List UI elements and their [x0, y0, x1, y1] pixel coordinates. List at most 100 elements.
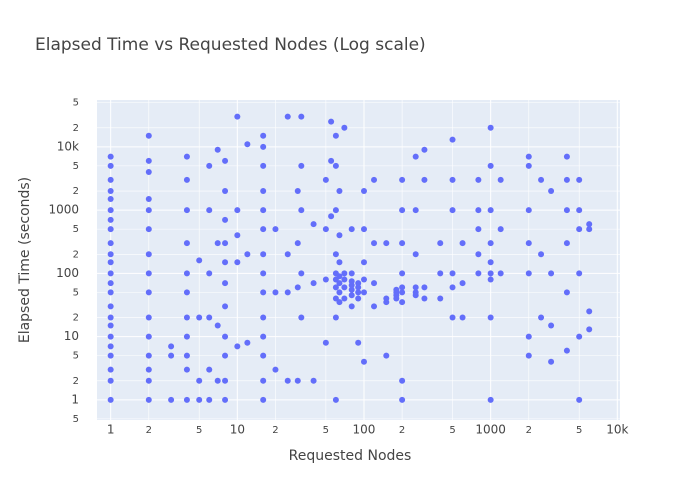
point: [328, 213, 335, 220]
point: [234, 113, 241, 120]
point: [399, 396, 406, 403]
points: [107, 113, 593, 403]
point: [393, 295, 400, 302]
point: [576, 270, 583, 277]
point: [412, 251, 419, 258]
point: [196, 314, 203, 321]
point: [497, 270, 504, 277]
point: [525, 270, 532, 277]
x-tick-label: 5: [323, 425, 329, 436]
point: [284, 251, 291, 258]
point: [475, 207, 482, 214]
point: [222, 352, 229, 359]
point: [371, 176, 378, 183]
y-tick-label: 10: [64, 329, 79, 343]
x-tick-label: 5: [196, 425, 202, 436]
point: [548, 322, 555, 329]
point: [487, 259, 494, 266]
point: [336, 299, 343, 306]
point: [196, 396, 203, 403]
point: [563, 153, 570, 160]
point: [298, 314, 305, 321]
point: [322, 276, 329, 283]
point: [183, 366, 190, 373]
point: [548, 358, 555, 365]
point: [437, 270, 444, 277]
point: [332, 207, 339, 214]
point: [145, 251, 152, 258]
point: [298, 113, 305, 120]
point: [107, 240, 114, 247]
point: [183, 270, 190, 277]
point: [294, 284, 301, 291]
x-tick-label: 1: [107, 423, 115, 437]
point: [183, 176, 190, 183]
x-tick-label: 2: [526, 425, 532, 436]
point: [183, 333, 190, 340]
point: [475, 270, 482, 277]
point: [399, 289, 406, 296]
point: [525, 162, 532, 169]
point: [107, 270, 114, 277]
point: [260, 162, 267, 169]
point: [260, 352, 267, 359]
point: [399, 377, 406, 384]
point: [214, 322, 221, 329]
point: [183, 314, 190, 321]
point: [355, 284, 362, 291]
point: [525, 240, 532, 247]
point: [336, 273, 343, 280]
point: [348, 278, 355, 285]
point: [525, 352, 532, 359]
y-tick-label: 5: [73, 414, 79, 425]
point: [538, 314, 545, 321]
point: [459, 314, 466, 321]
point: [399, 299, 406, 306]
point: [576, 176, 583, 183]
y-tick-label: 100: [56, 266, 79, 280]
point: [145, 270, 152, 277]
x-tick-label: 2: [272, 425, 278, 436]
point: [383, 352, 390, 359]
x-tick-label: 2: [146, 425, 152, 436]
y-tick-label: 2: [73, 376, 79, 387]
point: [449, 314, 456, 321]
point: [244, 141, 251, 148]
point: [332, 162, 339, 169]
point: [563, 289, 570, 296]
point: [107, 207, 114, 214]
point: [260, 207, 267, 214]
point: [206, 162, 213, 169]
point: [449, 207, 456, 214]
point: [222, 396, 229, 403]
point: [244, 339, 251, 346]
y-tick-label: 2: [73, 186, 79, 197]
point: [399, 270, 406, 277]
x-tick-label: 5: [449, 425, 455, 436]
point: [328, 157, 335, 164]
point: [487, 396, 494, 403]
point: [145, 226, 152, 233]
point: [107, 280, 114, 287]
point: [449, 136, 456, 143]
point: [244, 251, 251, 258]
point: [399, 176, 406, 183]
point: [355, 295, 362, 302]
point: [234, 207, 241, 214]
y-tick-label: 1000: [48, 203, 79, 217]
point: [260, 270, 267, 277]
point: [332, 132, 339, 139]
point: [576, 226, 583, 233]
point: [107, 352, 114, 359]
point: [107, 343, 114, 350]
point: [341, 295, 348, 302]
point: [586, 226, 593, 233]
point: [341, 124, 348, 131]
point: [341, 270, 348, 277]
point: [412, 284, 419, 291]
point: [284, 377, 291, 384]
point: [206, 314, 213, 321]
point: [222, 280, 229, 287]
point: [348, 226, 355, 233]
